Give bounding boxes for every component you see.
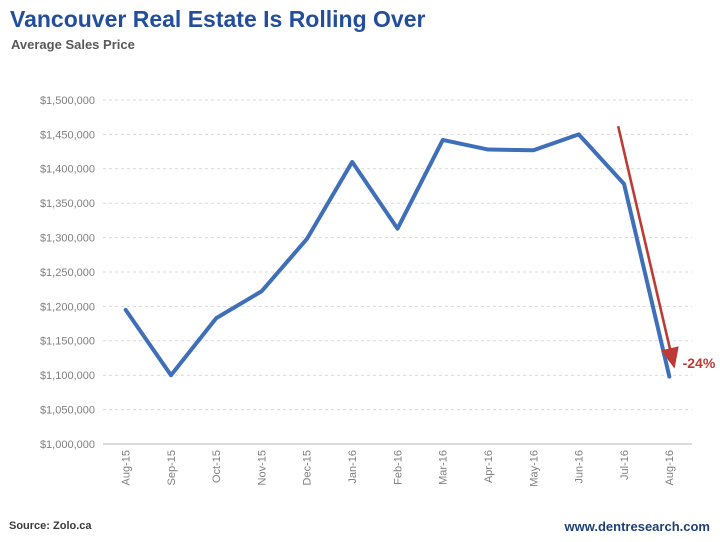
x-axis-tick-label: Aug-16 [664, 450, 676, 485]
x-axis-tick-label: Dec-15 [302, 450, 314, 485]
y-axis-tick-label: $1,200,000 [40, 301, 95, 313]
decline-arrow [616, 125, 679, 369]
x-axis-tick-label: Mar-16 [438, 450, 450, 485]
x-axis-tick-label: May-16 [528, 450, 540, 487]
x-axis-tick-label: Apr-16 [483, 450, 495, 483]
y-axis-tick-label: $1,350,000 [40, 198, 95, 210]
y-axis-tick-label: $1,000,000 [40, 439, 95, 451]
y-axis-tick-label: $1,300,000 [40, 232, 95, 244]
x-axis-tick-label: Jan-16 [347, 450, 359, 484]
y-axis-tick-label: $1,250,000 [40, 267, 95, 279]
y-axis-tick-label: $1,050,000 [40, 404, 95, 416]
x-axis-tick-label: Aug-15 [121, 450, 133, 485]
x-axis-tick-label: Jul-16 [619, 450, 631, 480]
x-axis-tick-label: Sep-15 [166, 450, 178, 485]
decline-percentage-label: -24% [683, 355, 716, 371]
y-axis-tick-label: $1,450,000 [40, 129, 95, 141]
x-axis-tick-label: Nov-15 [256, 450, 268, 485]
y-axis-tick-label: $1,100,000 [40, 370, 95, 382]
y-axis-tick-label: $1,500,000 [40, 95, 95, 107]
chart-subtitle: Average Sales Price [11, 37, 135, 52]
page-title: Vancouver Real Estate Is Rolling Over [10, 6, 426, 32]
x-axis-tick-label: Jun-16 [574, 450, 586, 484]
x-axis-tick-label: Oct-15 [211, 450, 223, 483]
source-label: Source: Zolo.ca [9, 520, 92, 532]
y-axis-tick-label: $1,400,000 [40, 164, 95, 176]
y-axis-tick-label: $1,150,000 [40, 336, 95, 348]
x-axis-tick-label: Feb-16 [392, 450, 404, 485]
website-link[interactable]: www.dentresearch.com [564, 519, 710, 534]
price-line-series [123, 132, 672, 379]
